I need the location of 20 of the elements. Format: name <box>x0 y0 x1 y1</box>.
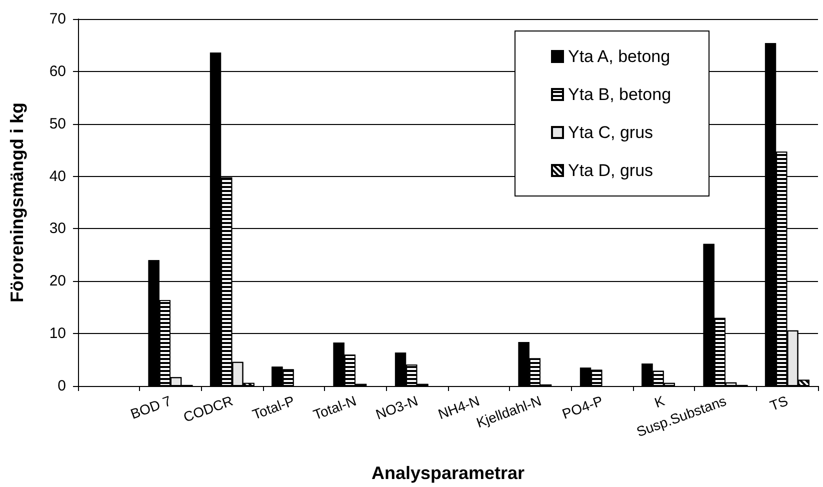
legend-label: Yta C, grus <box>568 123 654 142</box>
x-tick-label: NO3-N <box>373 392 420 422</box>
y-tick-label: 20 <box>49 272 66 290</box>
legend-label: Yta A, betong <box>568 47 670 66</box>
y-tick-label: 50 <box>49 115 66 132</box>
y-tick-label: 30 <box>49 220 66 238</box>
x-tick-label: Total-N <box>311 392 358 423</box>
y-tick-label: 40 <box>49 168 66 185</box>
legend-label: Yta B, betong <box>568 85 672 104</box>
x-tick-label: PO4-P <box>560 392 605 422</box>
legend-label: Yta D, grus <box>568 161 654 180</box>
y-tick-label: 10 <box>49 325 66 342</box>
y-tick-label: 0 <box>58 378 66 394</box>
x-tick-label: Total-P <box>250 392 297 422</box>
x-tick-label: BOD 7 <box>128 392 174 422</box>
x-tick-label: TS <box>768 392 790 414</box>
y-tick-label: 60 <box>49 62 66 80</box>
x-axis-title: Analysparametrar <box>371 463 525 483</box>
y-axis-title: Föroreningsmängd i kg <box>7 102 27 303</box>
y-tick-label: 70 <box>49 10 66 28</box>
